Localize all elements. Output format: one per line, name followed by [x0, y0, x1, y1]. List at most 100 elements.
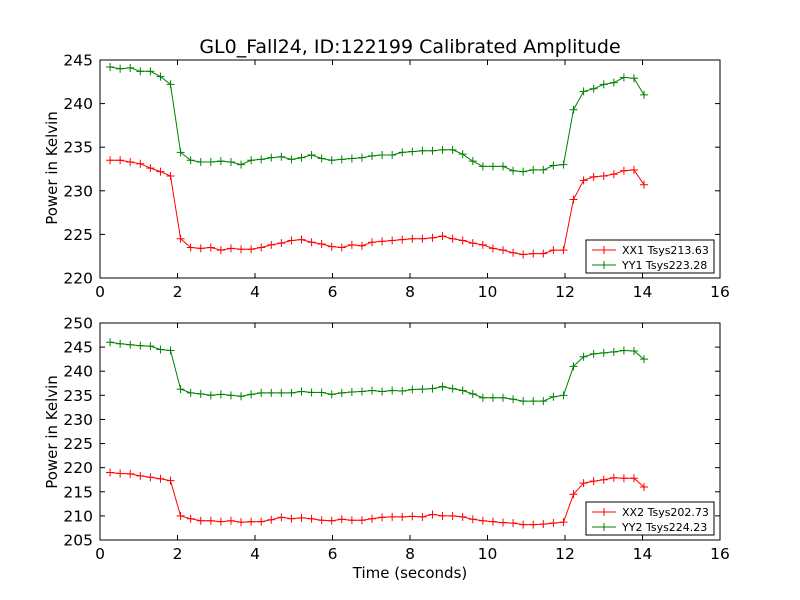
y-tick-label: 230	[63, 182, 93, 200]
data-point	[599, 171, 608, 180]
data-point	[357, 387, 366, 396]
data-point	[378, 237, 387, 246]
data-point	[226, 244, 235, 253]
data-point	[247, 517, 256, 526]
data-point	[619, 166, 628, 175]
x-tick-label: 14	[633, 545, 653, 563]
x-tick-label: 12	[555, 283, 575, 301]
data-point	[609, 78, 618, 87]
series-1-1	[106, 156, 649, 259]
data-point	[337, 155, 346, 164]
data-point	[277, 388, 286, 397]
bottom-panel-ylabel: Power in Kelvin	[43, 375, 61, 489]
data-point	[156, 345, 165, 354]
y-tick-label: 225	[63, 226, 93, 244]
data-point	[257, 388, 266, 397]
data-point	[287, 514, 296, 523]
data-point	[267, 388, 276, 397]
x-tick-label: 2	[173, 545, 183, 563]
y-tick-label: 240	[63, 95, 93, 113]
data-point	[277, 152, 286, 161]
data-point	[619, 73, 628, 82]
data-point	[307, 514, 316, 523]
data-point	[448, 234, 457, 243]
data-point	[287, 155, 296, 164]
series-line	[110, 159, 645, 256]
legend-label: YY2 Tsys224.23	[621, 521, 707, 534]
data-point	[599, 348, 608, 357]
top-panel: Power in Kelvin 0 2 4 6 8 10 12 14 16 220 225 230 23…	[43, 52, 730, 302]
data-point	[237, 518, 246, 527]
legend-label: XX2 Tsys202.73	[622, 506, 709, 519]
data-point	[206, 243, 215, 252]
x-tick-label: 4	[250, 283, 260, 301]
data-point	[247, 156, 256, 165]
data-point	[327, 156, 336, 165]
y-tick-label: 215	[63, 483, 93, 501]
data-point	[166, 171, 175, 180]
data-point	[146, 67, 155, 76]
data-point	[297, 235, 306, 244]
data-point	[257, 155, 266, 164]
data-point	[519, 250, 528, 259]
data-point	[186, 514, 195, 523]
data-point	[237, 160, 246, 169]
data-point	[609, 473, 618, 482]
data-point	[559, 391, 568, 400]
data-point	[307, 151, 316, 160]
data-point	[539, 165, 548, 174]
data-point	[529, 165, 538, 174]
data-point	[226, 516, 235, 525]
data-point	[337, 388, 346, 397]
data-point	[448, 145, 457, 154]
data-point	[327, 516, 336, 525]
data-point	[388, 386, 397, 395]
x-tick-label: 10	[478, 283, 498, 301]
data-point	[277, 239, 286, 248]
data-point	[317, 239, 326, 248]
data-point	[478, 240, 487, 249]
data-point	[166, 346, 175, 355]
data-point	[226, 391, 235, 400]
data-point	[569, 490, 578, 499]
data-point	[186, 388, 195, 397]
data-point	[478, 393, 487, 402]
data-point	[549, 519, 558, 528]
data-point	[438, 232, 447, 241]
data-point	[438, 145, 447, 154]
data-point	[438, 382, 447, 391]
data-point	[136, 67, 145, 76]
data-point	[499, 246, 507, 255]
data-point	[206, 391, 215, 400]
data-point	[569, 362, 578, 371]
top-panel-ylabel: Power in Kelvin	[43, 111, 61, 225]
y-tick-label: 245	[63, 52, 93, 70]
x-tick-label: 8	[405, 283, 415, 301]
x-tick-label: 0	[95, 545, 105, 563]
data-point	[398, 386, 407, 395]
data-point	[247, 245, 256, 254]
data-point	[428, 510, 437, 519]
data-point	[499, 393, 507, 402]
data-point	[196, 158, 205, 167]
data-point	[549, 392, 558, 401]
data-point	[297, 513, 306, 522]
data-point	[176, 511, 185, 520]
data-point	[136, 471, 145, 480]
data-point	[599, 80, 608, 89]
chart-title: GL0_Fall24, ID:122199 Calibrated Amplitu…	[199, 36, 620, 58]
x-tick-label: 4	[250, 545, 260, 563]
x-tick-label: 16	[710, 283, 730, 301]
data-point	[579, 176, 588, 185]
data-point	[378, 513, 387, 522]
data-point	[488, 162, 497, 171]
data-point	[458, 512, 467, 521]
data-point	[327, 242, 336, 251]
data-point	[126, 340, 135, 349]
data-point	[478, 516, 487, 525]
data-point	[418, 146, 427, 155]
data-point	[378, 387, 387, 396]
data-point	[267, 240, 276, 249]
data-point	[428, 233, 437, 242]
y-tick-label: 205	[63, 532, 93, 550]
